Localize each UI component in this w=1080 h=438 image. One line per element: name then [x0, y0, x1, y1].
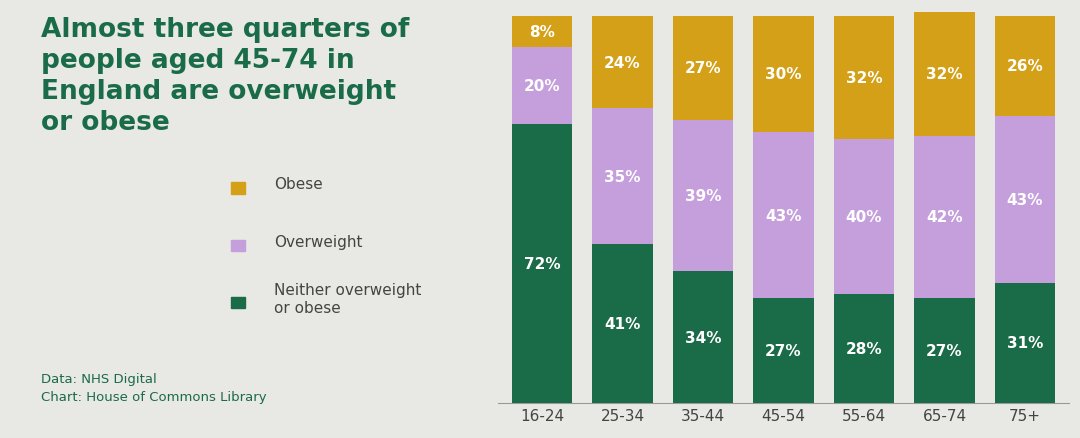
Bar: [915, 299, 974, 403]
Text: 27%: 27%: [765, 343, 801, 358]
Text: 34%: 34%: [685, 330, 721, 345]
Text: 30%: 30%: [766, 67, 801, 82]
Bar: [834, 140, 894, 295]
Text: 35%: 35%: [605, 170, 640, 184]
Bar: [915, 136, 974, 299]
Bar: [834, 17, 894, 140]
Bar: [512, 17, 572, 47]
Text: Almost three quarters of
people aged 45-74 in
England are overweight
or obese: Almost three quarters of people aged 45-…: [41, 17, 409, 135]
Text: 27%: 27%: [927, 343, 962, 358]
Text: 20%: 20%: [524, 78, 561, 94]
Text: Obese: Obese: [274, 177, 323, 192]
Text: 72%: 72%: [524, 256, 561, 271]
Text: 8%: 8%: [529, 25, 555, 39]
Bar: [592, 244, 652, 403]
Text: Neither overweight
or obese: Neither overweight or obese: [274, 283, 421, 315]
Text: 43%: 43%: [1007, 193, 1043, 208]
Text: 41%: 41%: [605, 316, 640, 331]
Text: Data: NHS Digital
Chart: House of Commons Library: Data: NHS Digital Chart: House of Common…: [41, 372, 267, 403]
Bar: [754, 17, 813, 132]
Text: 32%: 32%: [927, 67, 962, 82]
Bar: [231, 240, 245, 251]
Bar: [995, 283, 1055, 403]
Text: 39%: 39%: [685, 189, 721, 204]
Bar: [754, 299, 813, 403]
Text: 26%: 26%: [1007, 59, 1043, 74]
Text: 43%: 43%: [766, 208, 801, 223]
Text: 42%: 42%: [927, 210, 962, 225]
Bar: [231, 183, 245, 194]
Bar: [915, 13, 974, 136]
Bar: [673, 272, 733, 403]
Bar: [231, 297, 245, 309]
Text: 40%: 40%: [846, 210, 882, 225]
Bar: [754, 132, 813, 299]
Bar: [592, 17, 652, 109]
Bar: [995, 117, 1055, 283]
Bar: [592, 109, 652, 244]
Text: Overweight: Overweight: [274, 234, 363, 249]
Text: 28%: 28%: [846, 341, 882, 357]
Text: 24%: 24%: [604, 55, 640, 71]
Text: 27%: 27%: [685, 61, 721, 76]
Bar: [834, 295, 894, 403]
Bar: [673, 121, 733, 272]
Bar: [995, 17, 1055, 117]
Text: 32%: 32%: [846, 71, 882, 86]
Bar: [673, 17, 733, 121]
Text: 31%: 31%: [1007, 336, 1043, 350]
Bar: [512, 125, 572, 403]
Bar: [512, 47, 572, 125]
